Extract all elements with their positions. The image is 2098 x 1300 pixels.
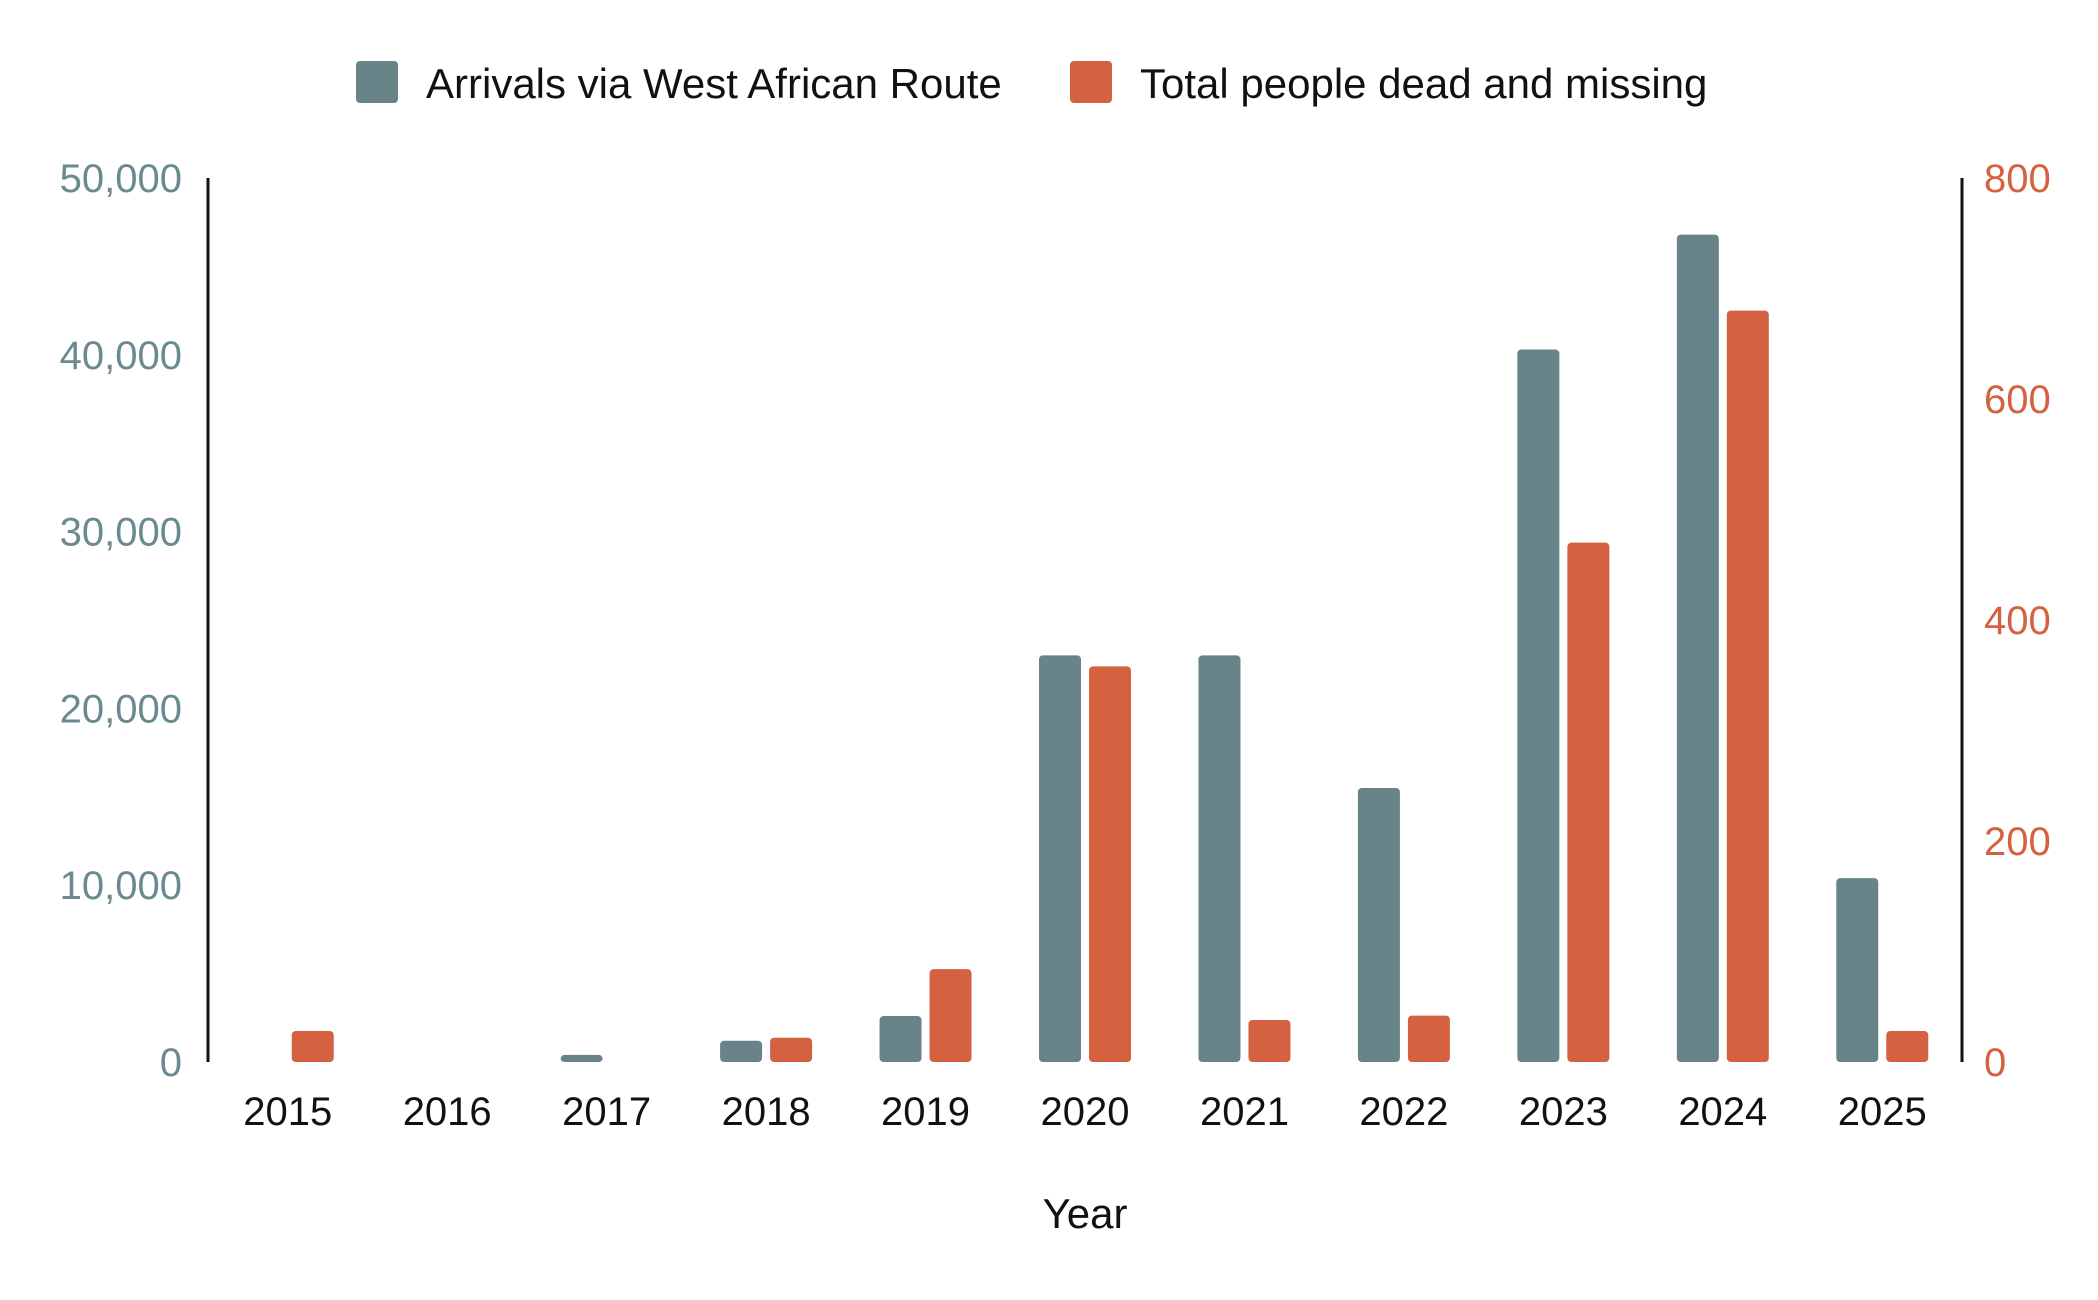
bar-total-people-dead-and-missing-2023 xyxy=(1567,542,1610,1062)
bar-total-people-dead-and-missing-2025 xyxy=(1886,1031,1929,1062)
legend: Arrivals via West African Route Total peo… xyxy=(356,60,1707,107)
bar-arrivals-via-west-african-route-2024 xyxy=(1676,234,1719,1063)
bar-arrivals-via-west-african-route-2019 xyxy=(879,1016,922,1062)
x-tick-label: 2023 xyxy=(1519,1090,1608,1134)
bar-total-people-dead-and-missing-2020 xyxy=(1089,666,1131,1062)
left-tick-label: 10,000 xyxy=(60,864,182,908)
bar-arrivals-via-west-african-route-2020 xyxy=(1039,655,1081,1062)
bar-arrivals-via-west-african-route-2022 xyxy=(1357,787,1400,1062)
right-tick-label: 800 xyxy=(1984,157,2051,201)
legend-label-total-people-dead-and-missing: Total people dead and missing xyxy=(1140,60,1707,107)
x-axis-title: Year xyxy=(1043,1190,1128,1237)
bar-arrivals-via-west-african-route-2025 xyxy=(1836,878,1879,1062)
bar-total-people-dead-and-missing-2024 xyxy=(1726,310,1769,1063)
x-tick-label: 2015 xyxy=(243,1090,332,1134)
x-tick-label: 2019 xyxy=(881,1090,970,1134)
bar-total-people-dead-and-missing-2021 xyxy=(1248,1020,1291,1062)
right-tick-label: 0 xyxy=(1984,1041,2006,1085)
x-tick-label: 2024 xyxy=(1678,1090,1767,1134)
x-tick-label: 2021 xyxy=(1200,1090,1289,1134)
bar-arrivals-via-west-african-route-2017 xyxy=(560,1054,603,1062)
right-tick-label: 600 xyxy=(1984,378,2051,422)
left-tick-label: 20,000 xyxy=(60,687,182,731)
bar-total-people-dead-and-missing-2019 xyxy=(929,969,972,1062)
bar-arrivals-via-west-african-route-2018 xyxy=(720,1040,763,1062)
axes xyxy=(206,178,1964,1062)
legend-label-arrivals-via-west-african-route: Arrivals via West African Route xyxy=(426,60,1002,107)
legend-swatch-arrivals-via-west-african-route xyxy=(356,61,398,103)
left-tick-label: 0 xyxy=(160,1041,182,1085)
right-tick-label: 400 xyxy=(1984,599,2051,643)
bar-total-people-dead-and-missing-2015 xyxy=(291,1031,334,1062)
left-tick-label: 50,000 xyxy=(60,157,182,201)
right-tick-label: 200 xyxy=(1984,820,2051,864)
x-tick-label: 2022 xyxy=(1359,1090,1448,1134)
bars xyxy=(291,234,1929,1063)
x-tick-label: 2016 xyxy=(403,1090,492,1134)
bar-total-people-dead-and-missing-2022 xyxy=(1407,1015,1450,1062)
tick-labels: 0 10,000 20,000 30,000 40,000 50,000 0 200 400 60… xyxy=(60,157,2051,1237)
x-tick-label: 2025 xyxy=(1838,1090,1927,1134)
x-tick-label: 2017 xyxy=(562,1090,651,1134)
left-tick-label: 40,000 xyxy=(60,334,182,378)
bar-total-people-dead-and-missing-2018 xyxy=(770,1037,813,1062)
x-tick-label: 2018 xyxy=(722,1090,811,1134)
bar-arrivals-via-west-african-route-2023 xyxy=(1517,349,1560,1063)
legend-swatch-total-people-dead-and-missing xyxy=(1070,61,1112,103)
left-tick-label: 30,000 xyxy=(60,511,182,555)
x-tick-label: 2020 xyxy=(1041,1090,1130,1134)
bar-arrivals-via-west-african-route-2021 xyxy=(1198,655,1241,1062)
